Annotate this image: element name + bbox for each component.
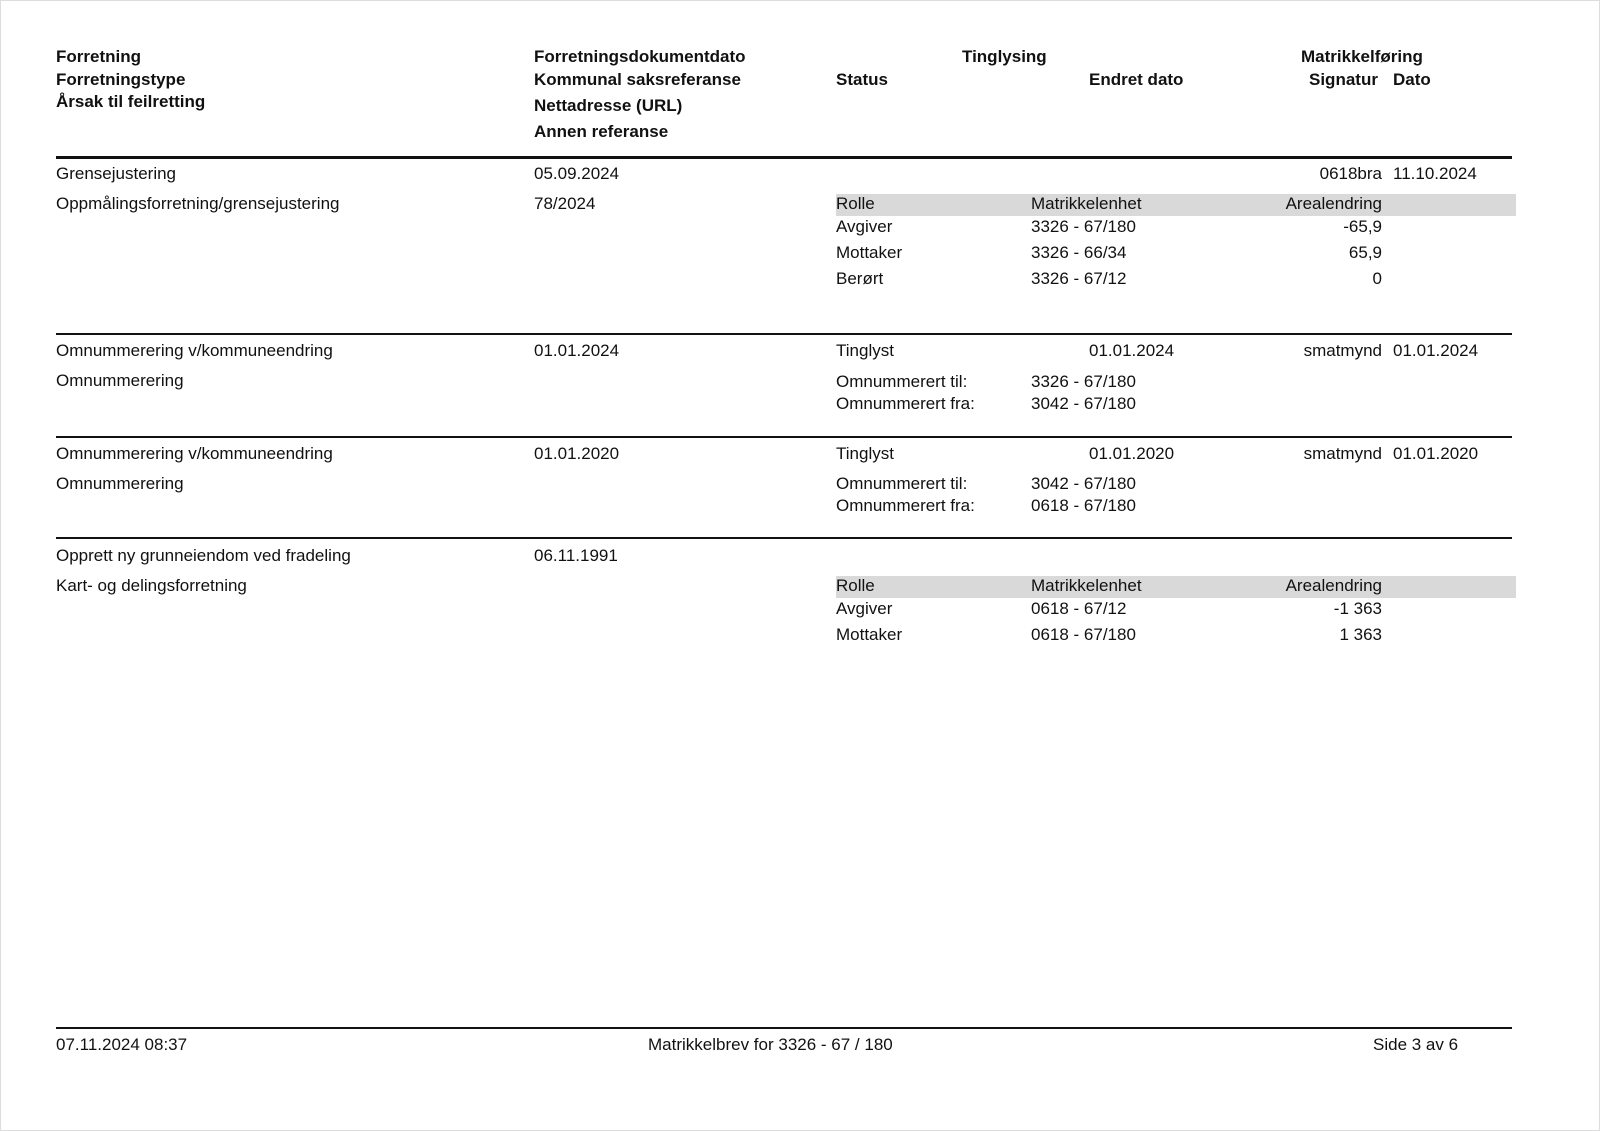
header-url: Nettadresse (URL)	[534, 96, 683, 115]
header-arsak: Årsak til feilretting	[56, 92, 206, 111]
omnummerert-fra: 0618 - 67/180	[1031, 496, 1136, 515]
cell-arealendring: 0	[1372, 269, 1382, 288]
th-arealendring: Arealendring	[1285, 576, 1382, 595]
forretning: Opprett ny grunneiendom ved fradeling	[56, 546, 351, 565]
cell-matrikkelenhet: 0618 - 67/12	[1031, 599, 1127, 618]
record-divider	[56, 537, 1512, 539]
footer-page-number: Side 3 av 6	[1373, 1035, 1459, 1054]
dokumentdato: 05.09.2024	[534, 164, 620, 183]
header-divider	[56, 156, 1512, 159]
dokumentdato: 01.01.2024	[534, 341, 620, 360]
cell-matrikkelenhet: 3326 - 67/12	[1031, 269, 1127, 288]
th-matrikkelenhet: Matrikkelenhet	[1031, 194, 1142, 213]
omnummerert-til: 3326 - 67/180	[1031, 372, 1136, 391]
dato: 01.01.2024	[1393, 341, 1479, 360]
cell-rolle: Berørt	[836, 269, 884, 288]
cell-matrikkelenhet: 3326 - 67/180	[1031, 217, 1136, 236]
forretning: Grensejustering	[56, 164, 177, 183]
cell-rolle: Avgiver	[836, 217, 893, 236]
cell-rolle: Mottaker	[836, 243, 903, 262]
header-forretning: Forretning	[56, 47, 141, 66]
cell-matrikkelenhet: 3326 - 66/34	[1031, 243, 1127, 262]
omnummerert-til-label: Omnummerert til:	[836, 474, 968, 493]
forretningstype: Kart- og delingsforretning	[56, 576, 247, 595]
header-forretningstype: Forretningstype	[56, 70, 186, 89]
th-rolle: Rolle	[836, 576, 875, 595]
record-divider	[56, 436, 1512, 438]
header-signatur: Signatur	[1309, 70, 1378, 89]
footer-timestamp: 07.11.2024 08:37	[56, 1035, 188, 1054]
cell-matrikkelenhet: 0618 - 67/180	[1031, 625, 1136, 644]
header-status: Status	[836, 70, 888, 89]
cell-arealendring: 1 363	[1339, 625, 1382, 644]
cell-rolle: Avgiver	[836, 599, 893, 618]
record-divider	[56, 333, 1512, 335]
cell-arealendring: -1 363	[1333, 599, 1382, 618]
th-arealendring: Arealendring	[1285, 194, 1382, 213]
footer-divider	[56, 1027, 1512, 1029]
omnummerert-fra-label: Omnummerert fra:	[836, 496, 975, 515]
dokumentdato: 06.11.1991	[534, 546, 618, 565]
forretning: Omnummerering v/kommuneendring	[56, 444, 333, 463]
endret-dato: 01.01.2024	[1089, 341, 1175, 360]
header-annen-referanse: Annen referanse	[534, 122, 669, 141]
forretningstype: Oppmålingsforretning/grensejustering	[56, 194, 340, 213]
omnummerert-til-label: Omnummerert til:	[836, 372, 968, 391]
status: Tinglyst	[836, 444, 894, 463]
header-dokumentdato: Forretningsdokumentdato	[534, 47, 746, 66]
header-matrikkelforing: Matrikkelføring	[1301, 47, 1423, 66]
header-tinglysing: Tinglysing	[962, 47, 1047, 66]
dato: 11.10.2024	[1393, 164, 1477, 183]
forretning: Omnummerering v/kommuneendring	[56, 341, 333, 360]
cell-arealendring: -65,9	[1343, 217, 1382, 236]
table-header-bg	[836, 576, 1516, 598]
forretningstype: Omnummerering	[56, 474, 184, 493]
signatur: smatmynd	[1303, 341, 1382, 360]
omnummerert-til: 3042 - 67/180	[1031, 474, 1136, 493]
forretningstype: Omnummerering	[56, 371, 184, 390]
header-dato: Dato	[1393, 70, 1431, 89]
header-saksreferanse: Kommunal saksreferanse	[534, 70, 741, 89]
header-endret-dato: Endret dato	[1089, 70, 1184, 89]
omnummerert-fra-label: Omnummerert fra:	[836, 394, 975, 413]
endret-dato: 01.01.2020	[1089, 444, 1175, 463]
cell-rolle: Mottaker	[836, 625, 903, 644]
th-rolle: Rolle	[836, 194, 875, 213]
signatur: 0618bra	[1319, 164, 1382, 183]
omnummerert-fra: 3042 - 67/180	[1031, 394, 1136, 413]
saksreferanse: 78/2024	[534, 194, 596, 213]
th-matrikkelenhet: Matrikkelenhet	[1031, 576, 1142, 595]
footer-title: Matrikkelbrev for 3326 - 67 / 180	[648, 1035, 893, 1054]
dokumentdato: 01.01.2020	[534, 444, 620, 463]
cell-arealendring: 65,9	[1348, 243, 1382, 262]
dato: 01.01.2020	[1393, 444, 1479, 463]
table-header-bg	[836, 194, 1516, 216]
status: Tinglyst	[836, 341, 894, 360]
signatur: smatmynd	[1303, 444, 1382, 463]
